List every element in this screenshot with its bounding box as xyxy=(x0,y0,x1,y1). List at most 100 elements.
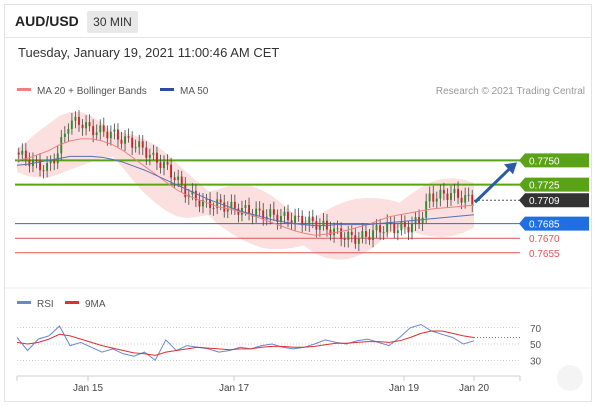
candle-body xyxy=(173,177,176,181)
candle-body xyxy=(106,131,109,139)
candle-body xyxy=(439,189,442,199)
level-label-0.7685: 0.7685 xyxy=(529,220,560,231)
candle-body xyxy=(152,152,155,155)
candle-body xyxy=(49,160,52,164)
candle-body xyxy=(127,136,130,138)
candle-body xyxy=(361,231,364,239)
candle-body xyxy=(166,162,169,165)
rsi-tick-label-50: 50 xyxy=(530,340,542,351)
candle-body xyxy=(365,231,367,237)
candle-body xyxy=(109,131,112,139)
rsi-tick-label-30: 30 xyxy=(530,356,542,367)
candle-body xyxy=(269,209,272,217)
candle-body xyxy=(223,202,226,212)
candle-body xyxy=(386,222,389,233)
candle-body xyxy=(70,120,73,129)
forecast-arrow-shaft xyxy=(473,166,513,204)
candle-body xyxy=(159,162,162,169)
candle-body xyxy=(226,208,229,212)
reset-zoom-button[interactable] xyxy=(557,365,583,391)
candle-body xyxy=(198,200,201,207)
candle-body xyxy=(407,226,410,233)
rsi-ma-legend-swatch xyxy=(65,301,79,304)
candle-body xyxy=(276,214,279,222)
candle-body xyxy=(318,225,321,230)
timeframe-badge[interactable]: 30 MIN xyxy=(87,11,138,33)
candle-body xyxy=(379,225,381,233)
candle-body xyxy=(258,208,261,211)
bollinger-band xyxy=(17,112,474,260)
rsi-ma-legend-label: 9MA xyxy=(85,299,106,310)
level-tag-0.7685 xyxy=(519,216,589,231)
candle-body xyxy=(46,163,48,171)
candle-body xyxy=(81,124,84,129)
candle-body xyxy=(156,152,158,163)
level-label-0.7725: 0.7725 xyxy=(529,181,560,192)
candle-body xyxy=(287,211,289,221)
candle-body xyxy=(354,235,357,244)
ma50-legend-swatch xyxy=(160,88,174,91)
candle-body xyxy=(435,198,438,202)
candle-body xyxy=(85,122,87,129)
candle-body xyxy=(347,231,350,240)
candle-body xyxy=(308,216,311,225)
candle-body xyxy=(67,129,70,134)
candle-body xyxy=(411,223,413,233)
candle-body xyxy=(340,228,343,239)
candle-body xyxy=(17,152,20,155)
candle-body xyxy=(450,193,452,200)
candle-body xyxy=(99,125,102,133)
rsi-legend-label: RSI xyxy=(37,299,54,310)
ma20-line xyxy=(16,138,475,236)
ma20-legend-swatch xyxy=(17,88,31,91)
candle-body xyxy=(21,150,24,155)
candle-body xyxy=(262,210,265,220)
candle-body xyxy=(74,116,77,121)
candle-body xyxy=(170,164,172,178)
candle-body xyxy=(42,170,45,172)
candle-body xyxy=(375,225,378,231)
candle-body xyxy=(35,160,38,162)
candle-body xyxy=(283,211,286,216)
candle-body xyxy=(180,176,183,185)
symbol-title: AUD/USD xyxy=(15,13,79,29)
level-tag-0.7725 xyxy=(519,177,589,192)
candle-body xyxy=(393,224,396,234)
candle-body xyxy=(272,209,275,215)
candle-body xyxy=(219,199,222,203)
rsi-line xyxy=(16,323,475,362)
ma50-legend-label: MA 50 xyxy=(180,86,209,97)
candle-body xyxy=(372,230,374,240)
x-tick-label-jan-17: Jan 17 xyxy=(219,383,249,394)
candle-body xyxy=(343,238,346,240)
candle-body xyxy=(102,125,105,132)
candle-body xyxy=(138,141,141,148)
candle-body xyxy=(421,217,424,224)
candle-body xyxy=(336,228,339,230)
candle-body xyxy=(297,215,300,217)
candle-body xyxy=(329,229,332,236)
candle-body xyxy=(113,129,116,132)
rsi-plot: 70 50 30 xyxy=(16,323,542,367)
candle-body xyxy=(131,137,134,148)
candle-body xyxy=(428,193,431,202)
candle-body xyxy=(28,159,31,167)
candle-body xyxy=(163,162,165,169)
candle-body xyxy=(230,201,233,209)
level-label-0.7670: 0.7670 xyxy=(529,234,560,245)
candle-body xyxy=(39,160,41,171)
chart-datetime: Tuesday, January 19, 2021 11:00:46 AM CE… xyxy=(18,45,280,60)
candle-body xyxy=(216,199,219,209)
chart-frame xyxy=(4,4,592,402)
candle-body xyxy=(311,216,314,222)
level-label-0.7709: 0.7709 xyxy=(529,196,560,207)
candle-body xyxy=(382,232,385,234)
candle-body xyxy=(322,220,325,226)
ma20-legend-label: MA 20 + Bollinger Bands xyxy=(37,86,147,97)
candle-body xyxy=(184,184,187,198)
candle-body xyxy=(432,193,435,202)
candle-body xyxy=(389,222,392,225)
candle-body xyxy=(453,189,456,194)
rsi-legend-swatch xyxy=(17,301,31,304)
